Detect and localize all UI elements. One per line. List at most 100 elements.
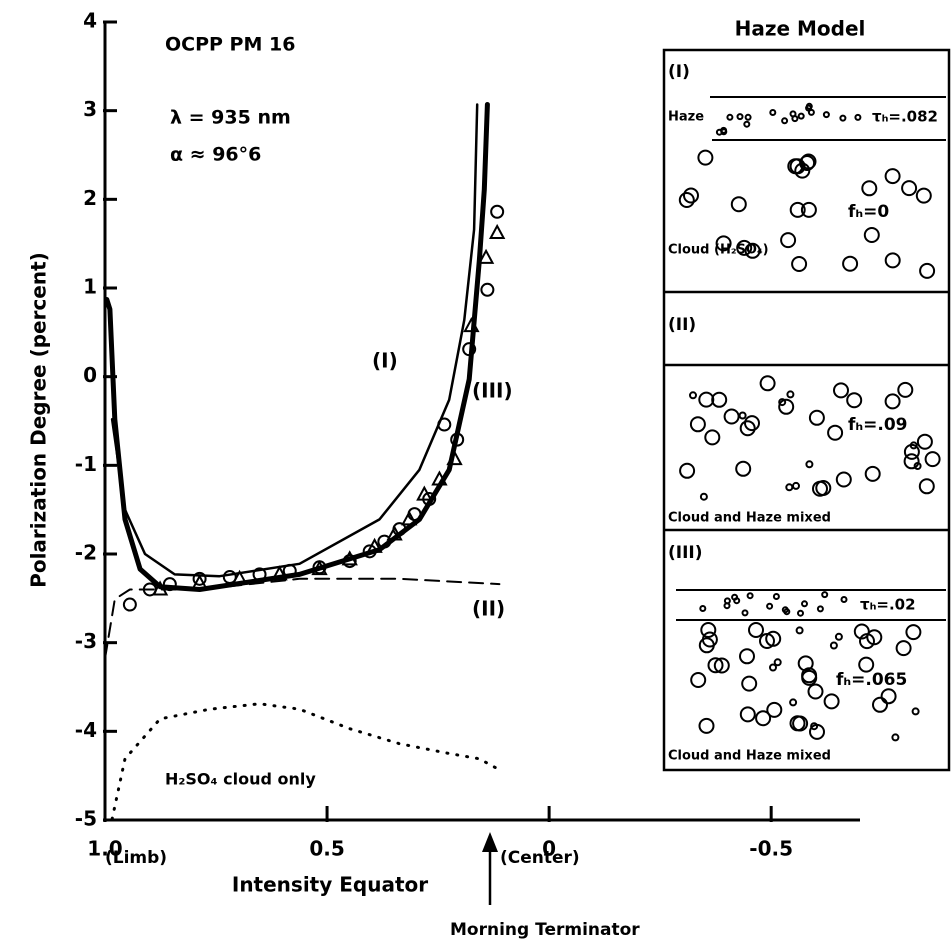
particle: [689, 416, 706, 433]
particle: [772, 593, 780, 600]
particle: [846, 392, 863, 409]
inset-f: fₕ=.065: [836, 670, 907, 690]
particle: [700, 622, 717, 638]
circle-point: [282, 563, 297, 578]
particle: [866, 629, 883, 646]
particle: [863, 227, 880, 243]
inset-tau: τₕ=.082: [872, 108, 938, 126]
particle: [723, 408, 740, 425]
particle: [905, 624, 922, 641]
particle: [748, 622, 764, 638]
particle: [901, 180, 918, 197]
triangle-point: [416, 485, 433, 501]
curve-label: (I): [372, 349, 398, 373]
particle: [766, 602, 774, 610]
curve: [110, 103, 479, 578]
particle: [919, 262, 936, 279]
y-tick-label: -5: [75, 807, 97, 831]
particle: [823, 693, 840, 710]
particle: [916, 433, 933, 450]
inset-f: fₕ=.09: [848, 415, 908, 435]
particle: [789, 201, 806, 218]
circle-point: [122, 597, 137, 612]
curve-label: (III): [472, 379, 513, 403]
particle: [786, 390, 795, 399]
particle: [707, 657, 724, 674]
particle: [807, 683, 824, 700]
x-axis-title: Intensity Equator: [232, 873, 428, 897]
triangle-point: [463, 317, 480, 333]
particle: [884, 393, 901, 410]
triangle-point: [191, 574, 208, 590]
circle-point: [490, 204, 505, 219]
particle: [801, 600, 808, 608]
particle: [711, 391, 728, 408]
curve: [110, 702, 499, 821]
particle: [800, 201, 817, 218]
particle: [741, 675, 758, 692]
x-tick-label: 0: [542, 837, 556, 861]
particle: [738, 411, 747, 420]
particle: [720, 128, 728, 136]
annotation: (Center): [500, 848, 580, 868]
inset-label: (III): [668, 543, 703, 563]
triangle-point: [431, 470, 448, 486]
curve: [104, 102, 490, 592]
particle: [791, 256, 808, 272]
inset-haze: Haze: [668, 110, 704, 125]
particle: [833, 382, 849, 399]
y-tick-label: -1: [75, 452, 97, 476]
circle-point: [162, 577, 177, 592]
particle: [858, 656, 875, 673]
particle: [829, 641, 838, 650]
particle: [822, 111, 830, 119]
annotation: Morning Terminator: [450, 920, 640, 940]
particle: [743, 120, 751, 128]
particle: [854, 113, 862, 121]
circle-point: [462, 342, 477, 357]
circle-point: [450, 432, 465, 447]
particle: [799, 155, 816, 171]
particle: [797, 655, 814, 672]
arrow-head: [482, 832, 498, 852]
particle: [701, 631, 718, 648]
y-tick-label: 0: [83, 363, 97, 387]
particle: [789, 698, 798, 707]
particle: [815, 480, 832, 496]
particle: [698, 717, 715, 734]
particle: [773, 658, 782, 667]
inset-caption: Cloud and Haze mixed: [668, 511, 831, 526]
circle-point: [192, 571, 207, 586]
particle: [903, 453, 920, 470]
particle: [741, 609, 749, 617]
particle: [697, 149, 714, 166]
particle: [897, 381, 914, 398]
particle: [739, 648, 755, 665]
particle: [723, 602, 731, 610]
particle: [789, 110, 797, 118]
particle: [792, 715, 809, 732]
particle: [769, 109, 777, 116]
particle: [840, 596, 848, 603]
particle: [769, 663, 777, 672]
haze-model-box: [662, 48, 951, 772]
particle: [781, 606, 789, 614]
particle: [915, 187, 932, 204]
circle-point: [252, 567, 267, 582]
particle: [835, 471, 852, 488]
particle: [834, 632, 843, 641]
particle: [895, 640, 912, 657]
inset-caption: Cloud (H₂SO₄): [668, 243, 769, 258]
particle: [689, 391, 697, 400]
particle: [808, 409, 825, 426]
particle: [805, 460, 814, 469]
particle: [839, 114, 847, 122]
inset-label: (II): [668, 315, 696, 335]
y-tick-label: 4: [83, 9, 97, 33]
particle: [781, 117, 789, 125]
y-tick-label: 1: [83, 275, 97, 299]
particle: [778, 398, 795, 415]
triangle-point: [311, 559, 328, 576]
particle: [797, 112, 805, 120]
